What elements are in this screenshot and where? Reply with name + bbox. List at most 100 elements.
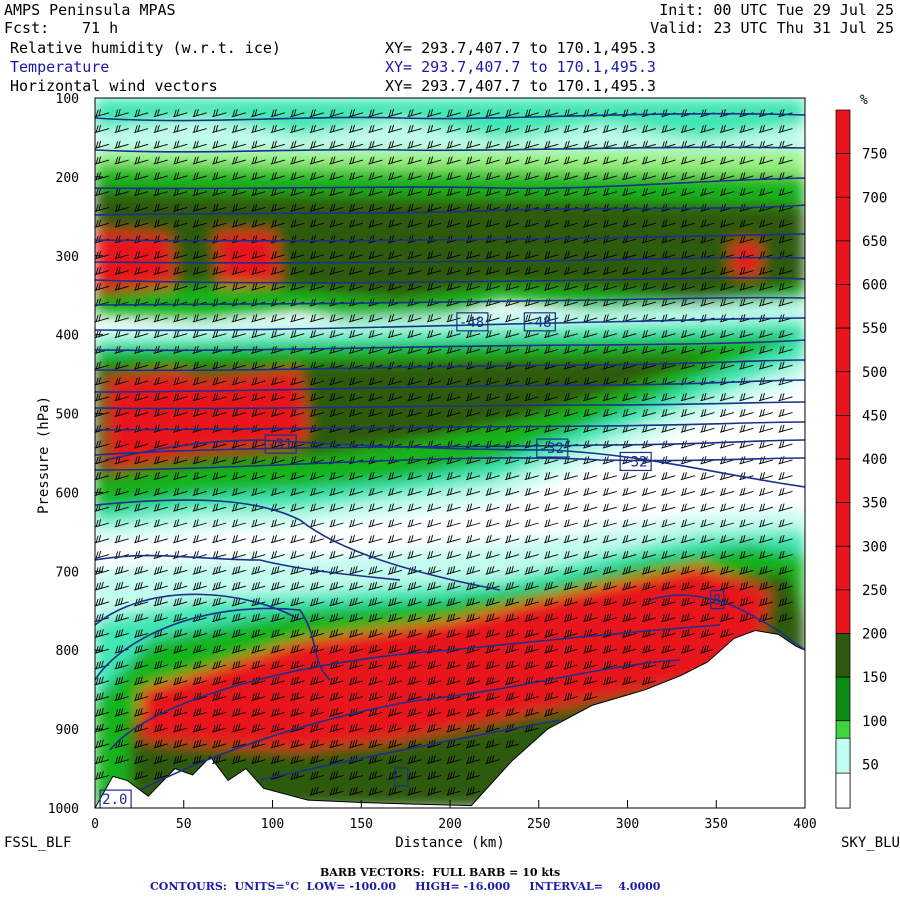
wind-barb [212,124,227,133]
wind-barb [524,597,539,607]
wind-barb [680,644,695,654]
wind-barb [153,266,168,275]
wind-barb [173,140,188,149]
wind-barb [544,187,559,197]
wind-barb [544,266,559,275]
wind-barb [680,172,695,181]
wind-barb [348,708,364,717]
wind-barb [173,377,188,386]
wind-barb [505,676,520,686]
wind-barb [661,329,676,339]
wind-barb [583,172,598,181]
wind-barb [700,566,715,575]
wind-barb [622,266,637,275]
wind-barb [583,251,598,260]
wind-barb [700,629,715,638]
wind-barb [661,219,676,228]
wind-barb [661,345,676,354]
wind-barb [387,109,403,118]
wind-barb [700,581,715,591]
wind-barb [446,471,461,481]
wind-barb [212,203,227,212]
forecast-label: Fcst: [4,19,50,37]
wind-barb [622,597,637,607]
wind-barb [446,519,461,528]
wind-barb [173,187,188,197]
wind-barb [290,581,305,591]
colorbar-label: 550 [862,321,887,337]
wind-barb [309,187,324,197]
wind-barb [485,345,500,354]
wind-barb [348,187,364,197]
colorbar-label: 200 [862,627,887,643]
wind-barb [485,708,500,717]
wind-barb [231,377,246,386]
wind-barb [524,282,539,291]
wind-barb [446,203,461,212]
wind-barb [348,487,364,496]
wind-barb [251,440,266,449]
wind-barb [270,708,285,717]
wind-barb [680,550,695,559]
wind-barb [700,440,715,449]
wind-barb [173,361,188,370]
wind-barb [387,124,403,133]
wind-barb [173,708,188,717]
wind-barb [134,613,149,623]
wind-barb [134,739,149,749]
colorbar-label: 50 [862,757,879,773]
wind-barb [524,581,539,591]
wind-barb [426,203,442,212]
wind-barb [505,613,520,623]
wind-barb [270,519,285,528]
wind-barb [622,487,637,496]
wind-barb [114,109,129,118]
wind-barb [700,519,715,528]
wind-barb [387,314,403,323]
wind-barb [329,771,344,780]
wind-barb [465,676,481,686]
wind-barb [485,124,500,133]
wind-barb [485,329,500,339]
rh-band-upper-red-mid [215,232,280,285]
wind-barb [505,471,520,481]
contour-labels: -48 -48 -31 -32 -32 - 2.0 8 [99,312,725,808]
wind-barb [465,535,481,544]
wind-barb [524,109,539,118]
wind-barb [329,692,344,701]
wind-barb [251,314,266,323]
wind-barb [309,251,324,260]
wind-barb [563,471,578,481]
wind-barb [95,377,110,386]
wind-barb [231,692,246,701]
wind-barb [524,660,539,670]
wind-barb [251,266,266,275]
wind-barb [758,156,774,165]
colorbar-label: 400 [862,452,887,468]
wind-barb [719,424,735,433]
wind-barb [134,140,149,149]
wind-barb [95,440,110,449]
wind-barb [309,723,324,733]
wind-barb [173,109,188,118]
wind-barb [153,109,168,118]
wind-barb [583,535,598,544]
wind-barb [465,172,481,181]
wind-barb [485,660,500,670]
wind-barb [446,786,461,796]
wind-barb [485,739,500,749]
wind-barb [134,471,149,481]
wind-barb [739,329,754,339]
wind-barb [251,755,266,765]
wind-barb [134,708,149,717]
wind-barb [719,282,735,291]
wind-barb [270,172,285,181]
wind-barb [251,408,266,417]
wind-barb [212,471,227,481]
wind-barb [641,519,656,528]
colorbar-label: 100 [862,714,887,730]
colorbar-label: 650 [862,234,887,250]
wind-barb [231,613,246,623]
wind-barb [114,613,129,623]
wind-barb [309,692,324,701]
